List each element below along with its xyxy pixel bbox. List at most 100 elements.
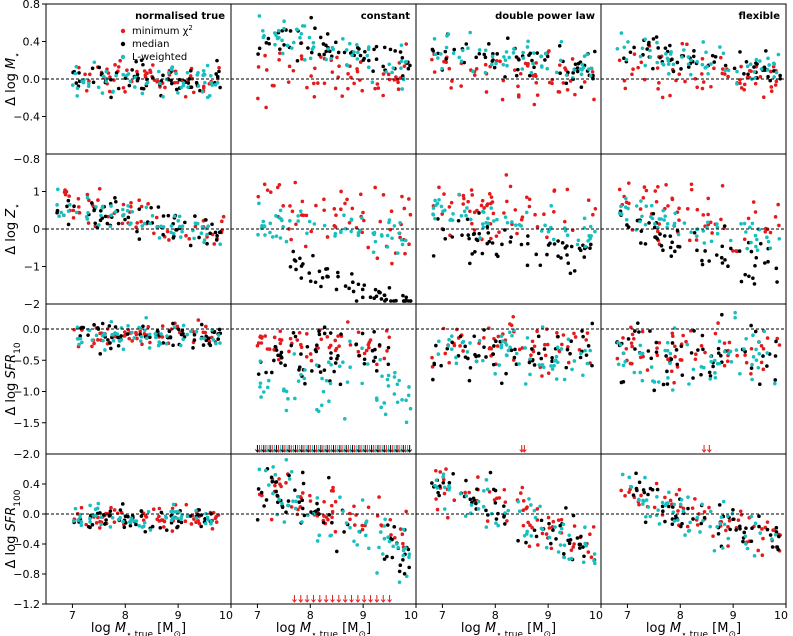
minimum-chi2-point (765, 520, 770, 524)
l-weighted-point (585, 361, 590, 366)
minimum-chi2-point (355, 67, 359, 71)
median-point (637, 330, 641, 334)
l-weighted-point (103, 348, 107, 352)
l-weighted-point (619, 204, 623, 209)
l-weighted-point (454, 361, 459, 366)
median-point (330, 520, 334, 525)
minimum-chi2-point (695, 523, 700, 527)
l-weighted-point (342, 417, 347, 421)
minimum-chi2-point (352, 504, 356, 509)
l-weighted-point (401, 77, 406, 82)
median-point (633, 347, 637, 351)
l-weighted-point (185, 514, 190, 519)
minimum-chi2-point (551, 519, 556, 524)
median-point (445, 346, 450, 351)
minimum-chi2-point (396, 87, 401, 92)
median-point (716, 351, 721, 355)
l-weighted-point (514, 351, 519, 356)
minimum-chi2-point (322, 197, 326, 202)
minimum-chi2-point (710, 231, 714, 235)
l-weighted-point (540, 325, 545, 329)
median-point (137, 207, 142, 211)
median-point (770, 545, 775, 549)
median-point (291, 249, 296, 254)
l-weighted-point (314, 363, 319, 367)
l-weighted-point (705, 220, 710, 225)
minimum-chi2-point (367, 345, 371, 350)
median-point (708, 374, 713, 378)
l-weighted-point (439, 52, 443, 56)
l-weighted-point (110, 515, 115, 520)
median-point (720, 261, 725, 265)
median-point (97, 65, 102, 70)
minimum-chi2-limit-arrow (521, 445, 527, 453)
l-weighted-point (365, 362, 370, 366)
median-point (679, 524, 683, 529)
l-weighted-point (75, 325, 80, 330)
l-weighted-point (169, 67, 174, 72)
l-weighted-point (276, 28, 281, 33)
points-layer (255, 320, 413, 453)
median-point (294, 267, 298, 272)
median-point (503, 522, 507, 526)
l-weighted-point (155, 225, 159, 229)
l-weighted-point (308, 56, 313, 61)
l-weighted-point (380, 552, 385, 556)
median-point (311, 253, 315, 258)
median-point (556, 254, 560, 258)
minimum-chi2-point (299, 54, 304, 58)
l-weighted-point (329, 56, 333, 61)
minimum-chi2-point (652, 505, 657, 510)
l-weighted-point (454, 355, 458, 360)
median-point (293, 488, 297, 492)
l-weighted-point (101, 74, 106, 79)
median-point (392, 525, 397, 529)
median-point (686, 506, 690, 511)
l-weighted-point (450, 218, 455, 223)
l-weighted-point (766, 239, 771, 244)
l-weighted-point (676, 232, 681, 237)
l-weighted-point (689, 58, 693, 63)
l-weighted-point (743, 534, 748, 539)
l-weighted-point (277, 35, 281, 40)
minimum-chi2-limit-arrow (336, 595, 342, 603)
median-point (207, 341, 212, 346)
l-weighted-point (469, 503, 474, 507)
l-weighted-point (400, 87, 404, 91)
panel-frame (415, 303, 602, 455)
l-weighted-point (128, 79, 133, 84)
minimum-chi2-point (664, 182, 668, 187)
minimum-chi2-point (525, 505, 529, 510)
l-weighted-point (712, 548, 717, 553)
minimum-chi2-point (86, 221, 91, 225)
column-title: constant (361, 11, 411, 22)
median-point (654, 350, 659, 354)
median-point (148, 335, 152, 340)
l-weighted-point (502, 55, 506, 59)
median-point (757, 514, 761, 519)
l-weighted-point (146, 509, 151, 514)
median-point (621, 380, 626, 384)
median-point (472, 334, 477, 339)
median-point (713, 55, 718, 59)
l-weighted-point (749, 514, 754, 519)
l-weighted-point (159, 332, 163, 336)
l-weighted-point (701, 229, 706, 233)
median-point (467, 236, 471, 241)
median-point (503, 75, 507, 79)
l-weighted-point (765, 235, 769, 240)
l-weighted-point (327, 399, 331, 404)
median-point (703, 249, 707, 253)
median-point (205, 241, 209, 246)
median-point (467, 378, 472, 383)
median-point (127, 83, 132, 88)
l-weighted-point (396, 545, 401, 550)
minimum-chi2-point (531, 74, 535, 78)
l-weighted-point (457, 55, 462, 60)
minimum-chi2-limit-arrow (323, 595, 329, 603)
median-point (300, 506, 305, 511)
l-weighted-point (765, 68, 770, 72)
l-weighted-point (300, 24, 305, 28)
l-weighted-point (399, 59, 404, 64)
median-point (545, 54, 550, 59)
